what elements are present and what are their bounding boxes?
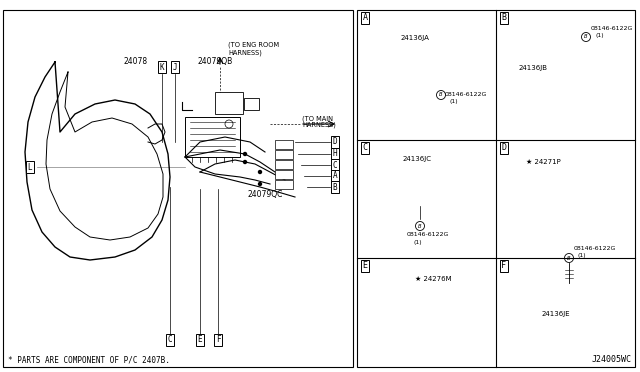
Bar [275,180,293,189]
Text: B: B [418,224,422,228]
Text: C: C [168,336,172,344]
Bar [275,140,293,149]
Text: B: B [502,13,506,22]
Text: B: B [439,93,443,97]
Text: (1): (1) [413,240,422,245]
Bar [275,170,293,179]
Circle shape [259,183,262,186]
Bar [3,10,353,367]
Circle shape [243,160,246,164]
Circle shape [243,153,246,155]
Text: 24136JA: 24136JA [401,35,430,41]
Text: B: B [333,183,337,192]
Text: B: B [567,256,571,260]
Text: (TO MAIN: (TO MAIN [302,115,333,122]
Bar [244,98,259,110]
Text: HARNESS): HARNESS) [228,49,262,55]
Text: E: E [362,262,367,270]
Text: F: F [216,336,220,344]
Text: B: B [584,35,588,39]
Text: 08146-6122G: 08146-6122G [407,232,449,237]
Text: 24136JE: 24136JE [542,311,571,317]
Text: E: E [198,336,202,344]
Text: A: A [362,13,367,22]
Text: (TO ENG ROOM: (TO ENG ROOM [228,42,279,48]
Text: 24078: 24078 [123,57,147,66]
Text: 24136JB: 24136JB [519,65,548,71]
Text: A: A [333,171,337,180]
Text: ★ 24276M: ★ 24276M [415,276,452,282]
Bar [185,117,240,157]
Text: H: H [333,150,337,158]
Text: K: K [160,62,164,71]
Text: * PARTS ARE COMPONENT OF P/C 2407B.: * PARTS ARE COMPONENT OF P/C 2407B. [8,356,170,365]
Text: D: D [333,138,337,147]
Circle shape [259,170,262,173]
Text: HARNESS): HARNESS) [302,121,336,128]
Bar [215,92,243,114]
Bar [275,150,293,159]
Text: ★ 24271P: ★ 24271P [526,159,561,165]
Bar [275,160,293,169]
Text: 08146-6122G: 08146-6122G [591,26,634,31]
Text: 24079QC: 24079QC [248,190,284,199]
Text: (1): (1) [595,33,604,38]
Text: 24136JC: 24136JC [403,156,432,162]
Text: D: D [502,144,506,153]
Bar [357,10,635,367]
Text: (1): (1) [449,99,458,104]
Text: (1): (1) [578,253,587,258]
Text: F: F [502,262,506,270]
Text: 08146-6122G: 08146-6122G [445,93,488,97]
Text: L: L [28,163,32,171]
Text: J24005WC: J24005WC [592,355,632,364]
Text: 24079QB: 24079QB [197,57,232,66]
Text: 08146-6122G: 08146-6122G [574,246,616,251]
Text: J: J [173,62,177,71]
Text: C: C [362,144,367,153]
Text: C: C [333,160,337,170]
